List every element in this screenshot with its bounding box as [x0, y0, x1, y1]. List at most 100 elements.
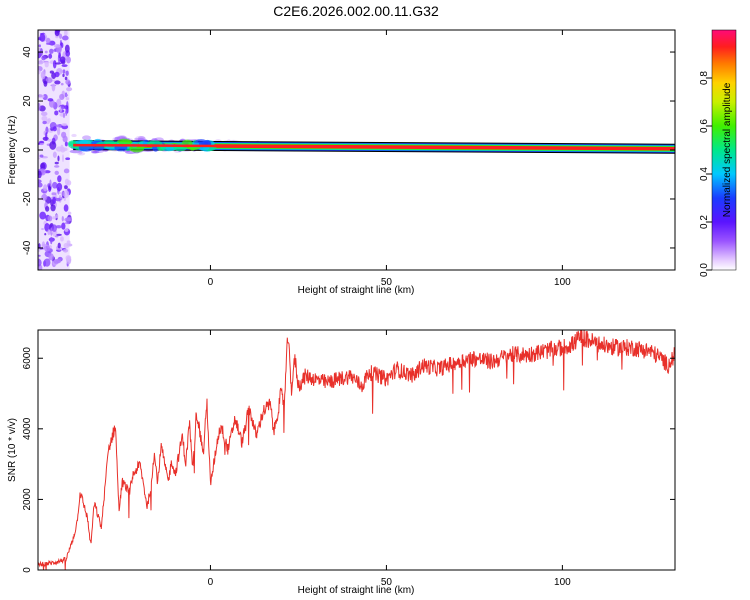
noise-speckle: [65, 255, 72, 261]
noise-speckle: [59, 69, 64, 73]
noise-speckle: [45, 205, 50, 212]
noise-speckle: [38, 60, 44, 65]
noise-speckle: [55, 225, 63, 229]
noise-speckle: [55, 197, 61, 202]
noise-speckle: [45, 119, 50, 125]
colorbar-label: Normalized spectral amplitude: [722, 82, 733, 217]
noise-speckle: [56, 182, 63, 192]
noise-speckle: [63, 189, 70, 199]
scatter-halo: [82, 135, 91, 141]
noise-speckle: [64, 185, 68, 190]
spectrogram-axes: 0 50 100 40 20 0 -20 -40: [22, 30, 675, 288]
colorbar: 0.0 0.2 0.4 0.6 0.8 Normalized spectral ampl…: [699, 29, 737, 277]
noise-speckle: [38, 170, 42, 179]
noise-speckle: [39, 33, 46, 42]
noise-speckle: [64, 30, 68, 37]
noise-speckle: [54, 80, 61, 85]
noise-speckle: [55, 30, 61, 33]
noise-speckle: [38, 94, 45, 99]
noise-speckle: [38, 247, 41, 252]
noise-speckle: [62, 248, 69, 253]
spectrogram-x-tick-label: 50: [381, 277, 393, 288]
colorbar-gradient: [711, 29, 737, 271]
noise-speckle: [52, 196, 56, 205]
colorbar-tick-label: 0.2: [699, 215, 710, 229]
noise-speckle: [54, 170, 59, 175]
noise-speckle: [44, 62, 49, 68]
noise-speckle: [61, 190, 65, 197]
snr-frame: [37, 329, 676, 571]
noise-speckle: [54, 165, 60, 168]
snr-y-label: SNR (10 * v/v): [7, 418, 18, 482]
noise-speckle: [56, 124, 59, 128]
noise-speckle: [51, 224, 57, 232]
noise-speckle: [60, 144, 64, 150]
noise-speckle: [38, 182, 43, 188]
noise-speckle: [64, 178, 70, 186]
snr-y-tick-label: 0: [22, 567, 33, 573]
snr-x-tick-label: 50: [381, 577, 393, 588]
noise-speckle: [43, 258, 51, 267]
noise-speckle: [41, 194, 48, 201]
snr-axes: 0 50 100 0 2000 4000 6000: [22, 330, 675, 588]
noise-speckle: [48, 53, 53, 59]
noise-speckle: [59, 59, 65, 62]
noise-speckle: [54, 110, 59, 116]
snr-y-tick-label: 4000: [22, 417, 33, 440]
noise-speckle: [38, 179, 42, 184]
noise-speckle: [59, 112, 67, 117]
noise-speckle: [64, 217, 71, 222]
noise-speckle: [56, 233, 62, 236]
noise-speckle: [47, 139, 53, 142]
noise-speckle: [52, 181, 58, 189]
scatter-halo: [133, 137, 142, 141]
carrier-blob: [118, 140, 134, 145]
spectrogram-y-label: Frequency (Hz): [7, 116, 18, 185]
noise-speckle: [52, 216, 57, 220]
noise-speckle: [49, 70, 54, 74]
noise-speckle: [51, 192, 57, 196]
noise-speckle: [44, 244, 51, 252]
noise-speckle: [64, 44, 70, 53]
noise-speckle: [41, 55, 46, 61]
noise-speckle: [39, 211, 47, 220]
noise-speckle: [39, 154, 44, 158]
noise-speckle: [60, 236, 64, 242]
snr-x-tick-label: 100: [554, 577, 571, 588]
noise-speckle: [65, 94, 69, 97]
noise-speckle: [49, 179, 52, 187]
noise-speckle: [38, 258, 42, 267]
noise-speckle: [58, 191, 63, 195]
noise-speckle: [63, 168, 70, 174]
noise-speckle: [42, 120, 47, 125]
colorbar-tick-label: 0.8: [699, 71, 710, 85]
noise-speckle: [59, 93, 65, 101]
noise-speckle: [40, 162, 46, 170]
noise-speckle: [57, 155, 60, 162]
noise-speckle: [45, 131, 48, 141]
noise-speckle: [61, 154, 65, 163]
snr-series-line: [38, 330, 675, 570]
noise-speckle: [54, 71, 60, 78]
noise-speckle: [38, 243, 41, 249]
noise-speckle: [64, 222, 70, 225]
spectrogram-y-tick-label: 40: [22, 46, 33, 58]
noise-speckle: [63, 242, 70, 249]
noise-speckle: [38, 254, 41, 257]
noise-speckle: [62, 112, 66, 119]
spectrogram-y-tick-label: -40: [22, 240, 33, 255]
noise-speckle: [52, 126, 57, 132]
spectrogram-panel: 0 50 100 40 20 0 -20 -40 Height of straight lin…: [7, 29, 676, 296]
spectrogram-x-label: Height of straight line (km): [298, 285, 415, 296]
noise-speckle: [38, 102, 41, 111]
noise-speckle: [52, 151, 57, 159]
noise-speckle: [58, 52, 62, 59]
noise-speckle: [59, 33, 63, 39]
noise-speckle: [41, 115, 48, 122]
noise-speckle: [39, 141, 44, 144]
noise-speckle: [60, 82, 64, 86]
noise-speckle: [47, 98, 54, 102]
noise-speckle: [45, 77, 53, 84]
scatter-halo: [71, 133, 77, 138]
